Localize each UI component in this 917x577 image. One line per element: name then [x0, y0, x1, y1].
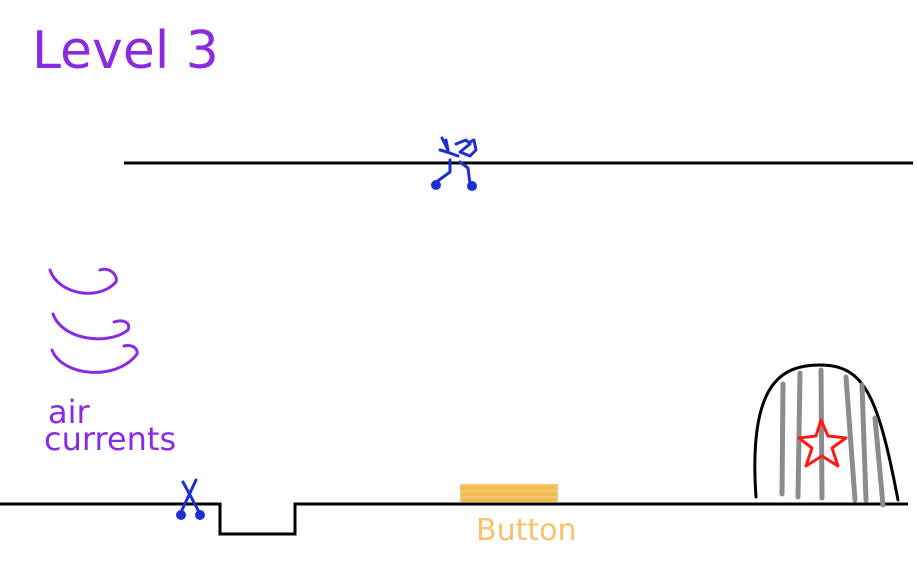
air-current-swirl-icon	[48, 267, 139, 374]
scissors-walker-icon[interactable]	[431, 136, 478, 191]
level-title: Level 3	[32, 21, 219, 81]
button-label: Button	[476, 513, 577, 548]
ground-platform	[0, 502, 908, 536]
cage-icon[interactable]	[753, 363, 900, 508]
star-icon[interactable]	[797, 418, 848, 468]
pressure-button[interactable]	[460, 484, 558, 502]
air-currents-label-line2: currents	[44, 420, 176, 458]
air-currents-label-line1: air	[48, 393, 91, 431]
scissors-icon[interactable]	[176, 478, 205, 520]
